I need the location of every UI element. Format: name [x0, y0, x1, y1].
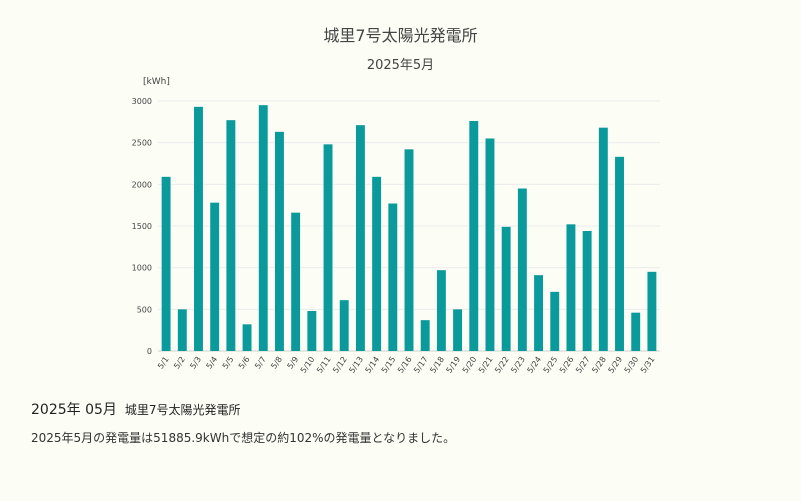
summary-period: 2025年 05月	[31, 402, 117, 418]
x-tick-label: 5/26	[558, 355, 576, 375]
x-tick-label: 5/7	[253, 355, 268, 371]
bar	[388, 203, 398, 351]
summary-text: 2025年5月の発電量は51885.9kWhで想定の約102%の発電量となりまし…	[31, 431, 456, 445]
bar	[291, 212, 301, 351]
y-tick-label: 500	[137, 305, 152, 314]
x-tick-label: 5/9	[286, 355, 301, 371]
x-tick-label: 5/25	[542, 355, 560, 375]
bar	[307, 311, 317, 351]
bar	[598, 127, 608, 351]
bar	[615, 156, 624, 351]
x-tick-label: 5/20	[461, 355, 479, 375]
bar	[647, 271, 657, 351]
bar-chart: 0 500 1000 1500 2000 2500 3000 5/1 5/2 5/3 5/4 5/5…	[132, 77, 660, 375]
bar	[355, 125, 365, 351]
x-tick-label: 5/4	[205, 355, 220, 371]
bar	[631, 312, 641, 351]
x-tick-label: 5/6	[237, 355, 252, 371]
bar	[258, 105, 268, 351]
bar	[517, 188, 527, 351]
summary-plant-name: 城里7号太陽光発電所	[124, 403, 241, 417]
bar	[275, 131, 284, 351]
bar	[242, 324, 252, 351]
x-tick-label: 5/5	[221, 355, 236, 371]
chart-title: 城里7号太陽光発電所	[323, 26, 478, 45]
x-tick-label: 5/19	[445, 355, 463, 375]
x-tick-label: 5/2	[172, 355, 187, 371]
bar	[582, 231, 592, 351]
bar	[453, 309, 463, 351]
x-tick-label: 5/11	[315, 355, 333, 375]
y-tick-label: 1000	[132, 264, 152, 273]
x-tick-label: 5/3	[188, 355, 203, 371]
bar	[194, 106, 203, 351]
x-tick-label: 5/10	[299, 355, 317, 375]
bar	[226, 120, 236, 351]
bar	[550, 291, 560, 351]
y-axis-label: [kWh]	[143, 77, 170, 87]
bar	[485, 138, 495, 351]
bar	[566, 224, 576, 351]
y-tick-label: 2000	[132, 180, 152, 189]
bar	[469, 121, 479, 351]
x-tick-label: 5/28	[590, 355, 608, 375]
y-tick-label: 1500	[132, 222, 152, 231]
x-tick-label: 5/29	[606, 355, 624, 375]
x-tick-label: 5/16	[396, 355, 414, 375]
x-tick-label: 5/21	[477, 355, 495, 375]
x-tick-label: 5/24	[526, 355, 544, 375]
bar	[372, 176, 382, 351]
bar	[501, 226, 511, 351]
bar	[534, 275, 544, 351]
x-tick-label: 5/27	[574, 355, 592, 375]
x-tick-label: 5/23	[509, 355, 527, 375]
summary-heading: 2025年 05月 城里7号太陽光発電所	[31, 399, 241, 419]
x-tick-label: 5/30	[623, 355, 641, 375]
bar	[210, 202, 220, 351]
bar	[436, 270, 446, 351]
x-tick-label: 5/13	[347, 355, 365, 375]
x-tick-label: 5/14	[364, 355, 382, 375]
x-tick-label: 5/17	[412, 355, 430, 375]
bar	[177, 309, 187, 351]
x-tick-label: 5/12	[331, 355, 349, 375]
bar	[161, 176, 171, 351]
chart-subtitle: 2025年5月	[366, 58, 435, 73]
x-tick-label: 5/22	[493, 355, 511, 375]
x-tick-label: 5/31	[639, 355, 657, 375]
y-tick-label: 2500	[132, 139, 152, 148]
x-tick-label: 5/15	[380, 355, 398, 375]
bar	[420, 320, 430, 351]
x-tick-label: 5/8	[269, 355, 284, 371]
y-tick-label: 3000	[132, 97, 152, 106]
y-tick-label: 0	[147, 347, 152, 356]
bar	[323, 144, 333, 351]
x-tick-label: 5/18	[428, 355, 446, 375]
x-tick-label: 5/1	[156, 355, 171, 371]
bar	[339, 300, 349, 351]
bar	[404, 149, 414, 351]
